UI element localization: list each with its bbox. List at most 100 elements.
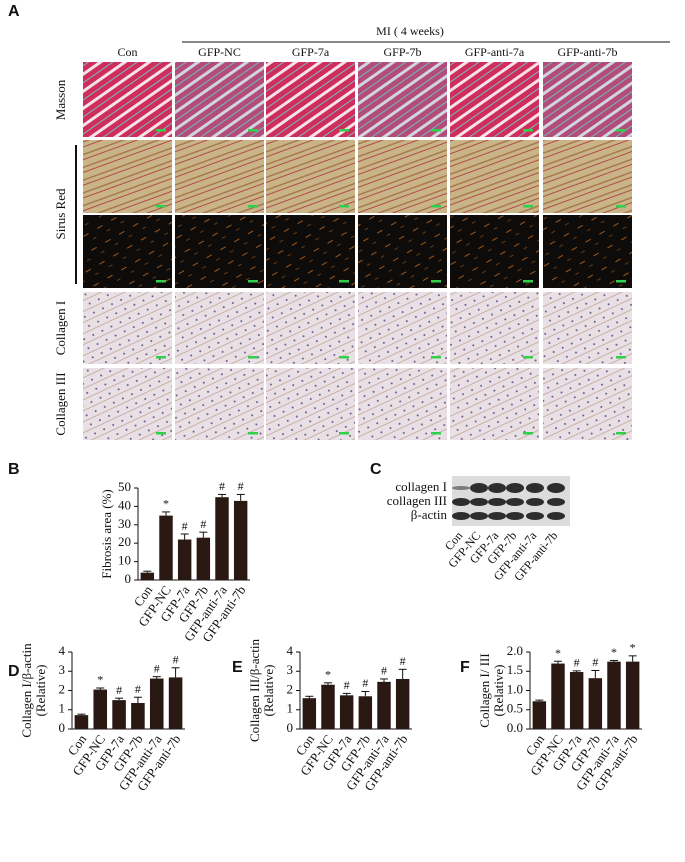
band bbox=[506, 483, 524, 493]
significance-mark: * bbox=[630, 641, 636, 655]
bar bbox=[358, 696, 373, 729]
scale-bar bbox=[248, 129, 258, 132]
histology-image bbox=[450, 292, 539, 364]
bar bbox=[159, 515, 173, 580]
histology-image bbox=[266, 140, 355, 213]
y-tick-label: 2.0 bbox=[507, 643, 523, 658]
y-axis-title: Fibrosis area (%) bbox=[99, 489, 114, 579]
scale-bar bbox=[431, 129, 441, 132]
y-axis-title: Collagen I/β-actin bbox=[19, 643, 34, 738]
significance-mark: # bbox=[135, 682, 141, 696]
bar bbox=[532, 701, 547, 729]
histology-image bbox=[266, 368, 355, 440]
significance-mark: * bbox=[163, 497, 169, 511]
row-label: Masson bbox=[53, 79, 68, 120]
bar bbox=[168, 677, 183, 729]
stain-overlay bbox=[358, 62, 447, 137]
histology-image bbox=[543, 368, 632, 440]
y-tick-label: 0 bbox=[125, 571, 132, 586]
bar bbox=[607, 661, 621, 729]
band bbox=[526, 498, 544, 506]
panel-label: F bbox=[460, 659, 470, 676]
column-header: Con bbox=[117, 45, 137, 59]
scale-bar bbox=[616, 356, 626, 359]
band-label: collagen III bbox=[387, 493, 447, 508]
panel-label: D bbox=[8, 663, 20, 680]
histology-image bbox=[543, 215, 632, 288]
histology-image bbox=[450, 215, 539, 288]
y-tick-label: 2 bbox=[59, 681, 66, 696]
histology-image bbox=[543, 292, 632, 364]
y-axis-title: (Relative) bbox=[491, 665, 506, 717]
scale-bar bbox=[156, 432, 166, 435]
histology-image bbox=[358, 292, 447, 364]
scale-bar bbox=[156, 280, 166, 283]
histology-image bbox=[83, 292, 172, 364]
histology-image bbox=[175, 215, 264, 288]
band bbox=[488, 498, 506, 506]
panel-label: A bbox=[8, 3, 20, 20]
bar bbox=[215, 497, 229, 580]
scale-bar bbox=[616, 280, 626, 283]
histology-image bbox=[83, 368, 172, 440]
significance-mark: # bbox=[154, 661, 160, 675]
y-tick-label: 3 bbox=[59, 662, 66, 677]
histology-image bbox=[450, 368, 539, 440]
bar bbox=[74, 715, 89, 729]
band bbox=[488, 483, 506, 493]
histology-image bbox=[83, 140, 172, 213]
bar bbox=[93, 689, 108, 729]
significance-mark: * bbox=[555, 646, 561, 660]
histology-image bbox=[175, 368, 264, 440]
band-label: β-actin bbox=[411, 507, 448, 522]
scale-bar bbox=[431, 205, 441, 208]
y-tick-label: 0.5 bbox=[507, 701, 523, 716]
scale-bar bbox=[248, 432, 258, 435]
y-tick-label: 0 bbox=[59, 720, 66, 735]
row-label: Collagen I bbox=[53, 301, 68, 356]
significance-mark: * bbox=[97, 673, 103, 687]
scale-bar bbox=[248, 356, 258, 359]
y-axis-title: Collagen I/ III bbox=[477, 653, 492, 727]
column-header: GFP-NC bbox=[198, 45, 241, 59]
panel-label: B bbox=[8, 461, 20, 478]
histology-image bbox=[358, 368, 447, 440]
bar bbox=[196, 537, 211, 580]
stain-overlay bbox=[175, 62, 264, 137]
band bbox=[470, 498, 488, 506]
stain-overlay bbox=[543, 62, 632, 137]
scale-bar bbox=[523, 280, 533, 283]
y-tick-label: 1 bbox=[287, 701, 294, 716]
significance-mark: # bbox=[116, 683, 122, 697]
bar bbox=[395, 678, 410, 729]
bar bbox=[377, 681, 391, 729]
y-tick-label: 4 bbox=[59, 643, 66, 658]
row-label: Sirus Red bbox=[53, 188, 68, 239]
bar bbox=[588, 678, 603, 729]
scale-bar bbox=[616, 205, 626, 208]
y-tick-label: 3 bbox=[287, 662, 294, 677]
y-tick-label: 0 bbox=[287, 720, 294, 735]
band bbox=[547, 498, 565, 506]
band bbox=[452, 498, 470, 506]
y-axis-title: (Relative) bbox=[33, 665, 48, 717]
y-tick-label: 1.0 bbox=[507, 681, 523, 696]
bar bbox=[140, 572, 155, 580]
scale-bar bbox=[616, 432, 626, 435]
bar bbox=[625, 661, 640, 729]
histology-image bbox=[543, 62, 632, 137]
scale-bar bbox=[523, 432, 533, 435]
scale-bar bbox=[339, 432, 349, 435]
band bbox=[526, 512, 544, 520]
panel-label: C bbox=[370, 461, 382, 478]
histology-image bbox=[266, 62, 355, 137]
bar bbox=[551, 663, 565, 729]
histology-image bbox=[543, 140, 632, 213]
band bbox=[470, 483, 488, 493]
histology-image bbox=[450, 62, 539, 137]
band bbox=[506, 498, 524, 506]
band bbox=[452, 512, 470, 520]
band bbox=[488, 512, 506, 520]
significance-mark: # bbox=[381, 664, 387, 678]
